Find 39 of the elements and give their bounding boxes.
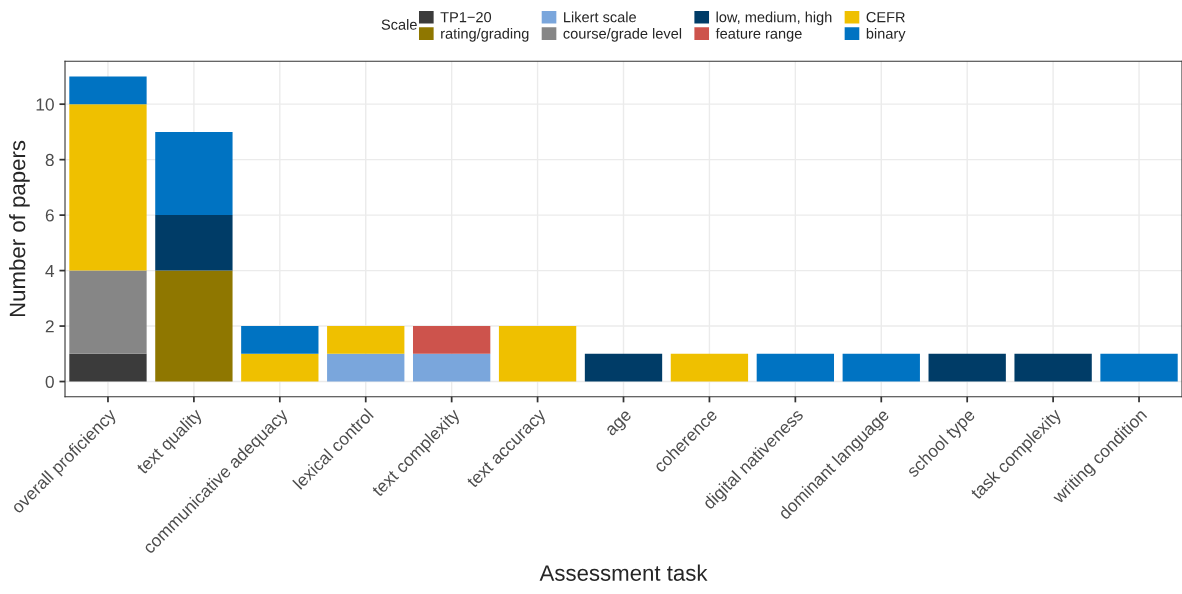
bar <box>327 326 405 354</box>
bar <box>413 326 491 354</box>
bar <box>69 353 147 382</box>
y-tick-label: 6 <box>45 209 54 222</box>
y-tick-label: 8 <box>45 153 54 167</box>
bar <box>756 353 835 382</box>
bar <box>69 76 147 105</box>
y-tick-label: 10 <box>36 98 54 111</box>
y-tick-label: 2 <box>45 320 54 333</box>
legend-title: Scale <box>381 19 417 30</box>
bar <box>413 353 491 382</box>
legend-label: feature range <box>715 28 802 42</box>
y-axis-title: Number of papers <box>9 140 30 317</box>
legend-label: low, medium, high <box>716 11 832 26</box>
bar <box>69 270 147 354</box>
x-axis-title: Assessment task <box>539 564 708 581</box>
legend-label: Likert scale <box>564 11 636 23</box>
x-tick-label: age <box>605 410 635 439</box>
bar <box>584 353 663 382</box>
bar <box>327 353 405 382</box>
bar <box>498 326 577 382</box>
bar <box>1014 353 1092 382</box>
y-tick-label: 0 <box>45 375 54 388</box>
bar <box>241 353 319 382</box>
bar <box>1100 353 1178 382</box>
bar <box>69 104 147 271</box>
y-tick-label: 4 <box>45 264 55 277</box>
bar <box>155 131 233 216</box>
legend-label: TP1−20 <box>440 11 492 23</box>
legend-label: binary <box>866 28 906 42</box>
bar <box>155 270 233 382</box>
legend-label: course/grade level <box>563 28 682 42</box>
legend-label: CEFR <box>866 11 905 23</box>
bar <box>928 353 1006 382</box>
bar <box>241 326 319 354</box>
bar <box>670 353 749 382</box>
bar <box>842 353 920 382</box>
bar <box>155 215 233 271</box>
legend-label: rating/grading <box>441 28 529 42</box>
